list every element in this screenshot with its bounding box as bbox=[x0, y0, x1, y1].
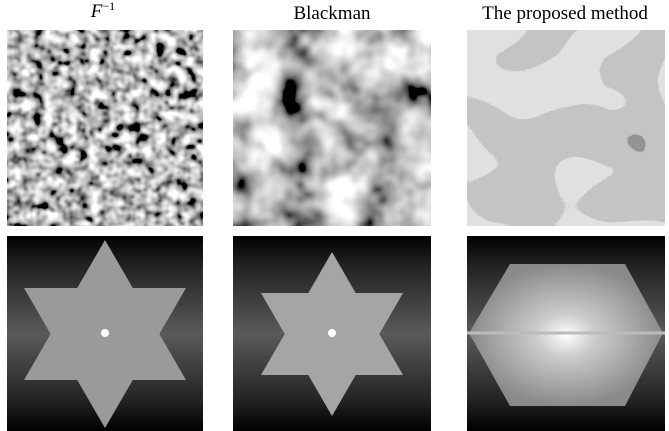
column-title-main: F bbox=[90, 1, 103, 22]
column-title: F−1 bbox=[90, 0, 115, 22]
spectrum-image bbox=[7, 236, 203, 431]
spectrum-image bbox=[233, 236, 431, 431]
spatial-image bbox=[467, 30, 665, 226]
spectrum-center bbox=[328, 329, 336, 337]
spatial-image bbox=[7, 30, 203, 226]
spectrum-hexagon bbox=[469, 264, 663, 406]
spectrum-image bbox=[467, 236, 665, 431]
column-title-superscript: −1 bbox=[102, 0, 115, 13]
page: F−1 Blackman The proposed method (() => … bbox=[0, 0, 669, 431]
column-title: Blackman bbox=[293, 3, 371, 24]
column-title: The proposed method bbox=[482, 3, 648, 24]
spectrum-center bbox=[101, 329, 109, 337]
figure: F−1 Blackman The proposed method bbox=[0, 0, 669, 431]
spatial-image bbox=[233, 30, 431, 226]
